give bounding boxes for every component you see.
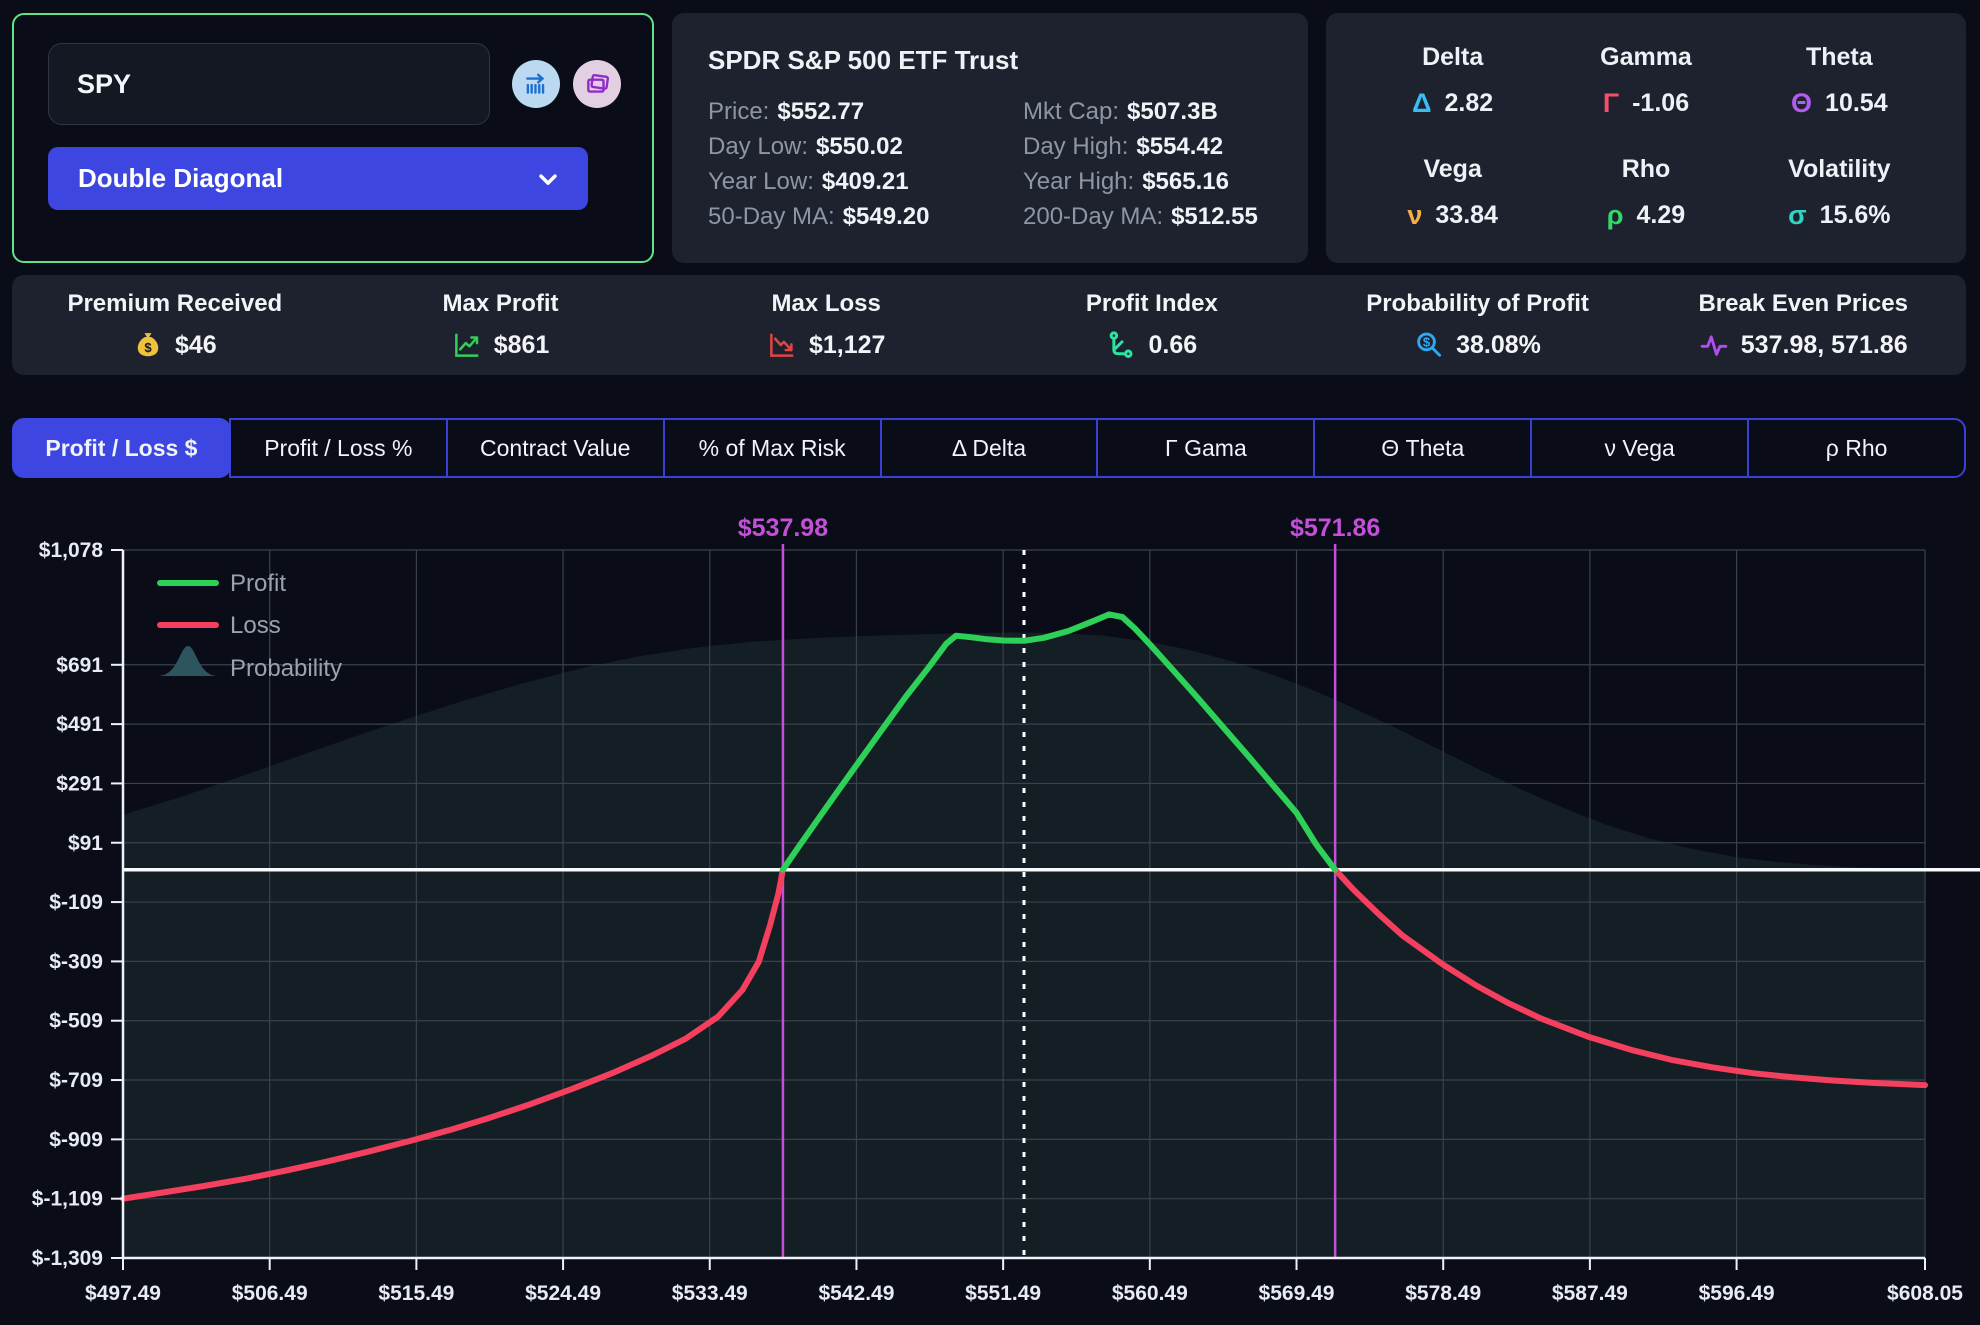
greek-gamma: Gamma Γ -1.06	[1600, 43, 1692, 118]
delta-symbol: Δ	[1412, 88, 1432, 118]
tab-rho[interactable]: ρ Rho	[1747, 418, 1967, 478]
tab-delta[interactable]: Δ Delta	[879, 418, 1099, 478]
money-bag-icon: $	[133, 330, 163, 360]
svg-text:$497.49: $497.49	[85, 1282, 161, 1305]
ticker-input[interactable]	[48, 43, 490, 125]
stock-stat-50dma: 50-Day MA: $549.20	[708, 203, 930, 230]
svg-text:$1,078: $1,078	[39, 539, 104, 562]
svg-text:$542.49: $542.49	[818, 1282, 894, 1305]
tab-theta[interactable]: Θ Theta	[1313, 418, 1533, 478]
svg-text:$587.49: $587.49	[1552, 1282, 1628, 1305]
greek-volatility: Volatility σ 15.6%	[1788, 155, 1891, 230]
metric-break-even-prices: Break Even Prices 537.98, 571.86	[1698, 290, 1908, 360]
svg-text:Probability: Probability	[230, 655, 342, 682]
overlay-frames-button[interactable]	[573, 60, 621, 108]
metric-max-profit: Max Profit $861	[442, 290, 559, 360]
metric-premium-received: Premium Received $ $46	[67, 290, 283, 360]
forward-bars-button[interactable]	[512, 60, 560, 108]
tab-gamma[interactable]: Γ Gama	[1096, 418, 1316, 478]
strategy-dropdown[interactable]: Double Diagonal	[48, 147, 588, 210]
stock-info-panel: SPDR S&P 500 ETF Trust Price: $552.77 Mkt…	[672, 13, 1308, 263]
metric-profit-index: Profit Index 0.66	[1085, 290, 1218, 360]
stock-stat-yearhigh: Year High: $565.16	[1023, 168, 1229, 195]
tab-profit-loss-percent[interactable]: Profit / Loss %	[228, 418, 448, 478]
svg-text:$691: $691	[56, 654, 103, 677]
svg-text:$291: $291	[56, 772, 103, 795]
stock-stat-200dma: 200-Day MA: $512.55	[1023, 203, 1258, 230]
greeks-panel: Delta Δ 2.82 Gamma Γ -1.06 Theta Θ 10.54 Ve…	[1326, 13, 1966, 263]
svg-text:Profit: Profit	[230, 570, 286, 597]
svg-text:$-109: $-109	[49, 891, 103, 914]
svg-text:$515.49: $515.49	[378, 1282, 454, 1305]
top-row: Double Diagonal SPDR S&P 500 ETF Trust P…	[0, 0, 1980, 263]
svg-text:$533.49: $533.49	[672, 1282, 748, 1305]
pulse-icon	[1699, 330, 1729, 360]
overlapping-frames-icon	[584, 71, 610, 97]
gamma-symbol: Γ	[1602, 88, 1620, 118]
svg-text:$-709: $-709	[49, 1069, 103, 1092]
stock-info-grid: Price: $552.77 Mkt Cap: $507.3B Day Low: $5…	[708, 98, 1272, 231]
svg-text:$578.49: $578.49	[1405, 1282, 1481, 1305]
svg-text:$: $	[1423, 335, 1431, 350]
svg-text:$569.49: $569.49	[1259, 1282, 1335, 1305]
theta-symbol: Θ	[1791, 88, 1813, 118]
svg-text:$537.98: $537.98	[738, 514, 828, 542]
chevron-down-icon	[534, 165, 562, 193]
svg-text:Loss: Loss	[230, 612, 281, 639]
axes: $1,078 $691 $491 $291 $91 $-109 $-309 $-509 $-70…	[32, 539, 1964, 1305]
pl-chart-area[interactable]: $537.98 $571.86 $1,078 $691 $491 $291 $91 $-109…	[0, 478, 1980, 1320]
strategy-dropdown-value: Double Diagonal	[78, 163, 284, 193]
tab-vega[interactable]: ν Vega	[1530, 418, 1750, 478]
svg-text:$560.49: $560.49	[1112, 1282, 1188, 1305]
greek-theta: Theta Θ 10.54	[1791, 43, 1888, 118]
svg-text:$608.05: $608.05	[1887, 1282, 1963, 1305]
sigma-symbol: σ	[1788, 200, 1807, 230]
svg-text:$-509: $-509	[49, 1010, 103, 1033]
trend-down-icon	[767, 330, 797, 360]
stock-stat-dayhigh: Day High: $554.42	[1023, 133, 1224, 160]
ticker-row	[48, 43, 630, 125]
magnifier-dollar-icon: $	[1414, 330, 1444, 360]
svg-text:$-1,309: $-1,309	[32, 1247, 103, 1270]
metric-max-loss: Max Loss $1,127	[663, 290, 989, 360]
arrow-over-bars-icon	[523, 71, 549, 97]
stock-stat-price: Price: $552.77	[708, 98, 865, 125]
greek-vega: Vega ν 33.84	[1407, 155, 1498, 230]
tab-contract-value[interactable]: Contract Value	[445, 418, 665, 478]
svg-text:$506.49: $506.49	[232, 1282, 308, 1305]
svg-text:$491: $491	[56, 713, 103, 736]
break-even-lines: $537.98 $571.86	[738, 514, 1380, 1258]
svg-text:$524.49: $524.49	[525, 1282, 601, 1305]
stock-stat-yearlow: Year Low: $409.21	[708, 168, 909, 195]
svg-text:$551.49: $551.49	[965, 1282, 1041, 1305]
metric-probability-of-profit: Probability of Profit $ 38.08%	[1366, 290, 1589, 360]
tab-profit-loss-dollar[interactable]: Profit / Loss $	[12, 418, 231, 478]
tab-percent-of-max-risk[interactable]: % of Max Risk	[662, 418, 882, 478]
greek-delta: Delta Δ 2.82	[1412, 43, 1494, 118]
svg-text:$596.49: $596.49	[1699, 1282, 1775, 1305]
stock-title: SPDR S&P 500 ETF Trust	[708, 45, 1019, 75]
greek-rho: Rho ρ 4.29	[1606, 155, 1686, 230]
svg-text:$-1,109: $-1,109	[32, 1188, 103, 1211]
stock-stat-mktcap: Mkt Cap: $507.3B	[1023, 98, 1218, 125]
rho-symbol: ρ	[1606, 200, 1624, 230]
chart-mode-tabs: Profit / Loss $ Profit / Loss % Contract…	[12, 418, 1967, 478]
vega-symbol: ν	[1407, 200, 1423, 230]
trend-up-icon	[452, 330, 482, 360]
stock-stat-daylow: Day Low: $550.02	[708, 133, 903, 160]
strategy-selector-panel: Double Diagonal	[12, 13, 654, 263]
chart-legend: Profit Loss Probability	[157, 570, 342, 682]
metrics-bar: Premium Received $ $46 Max Profit	[12, 275, 1966, 375]
bell-curve-icon	[158, 646, 218, 676]
pl-chart[interactable]: $537.98 $571.86 $1,078 $691 $491 $291 $91 $-109…	[0, 478, 1980, 1320]
route-icon	[1107, 330, 1137, 360]
svg-text:$: $	[144, 340, 152, 355]
svg-text:$91: $91	[68, 832, 103, 855]
svg-text:$-909: $-909	[49, 1128, 103, 1151]
pl-series	[120, 611, 1928, 1202]
svg-text:$571.86: $571.86	[1290, 514, 1380, 542]
svg-text:$-309: $-309	[49, 950, 103, 973]
